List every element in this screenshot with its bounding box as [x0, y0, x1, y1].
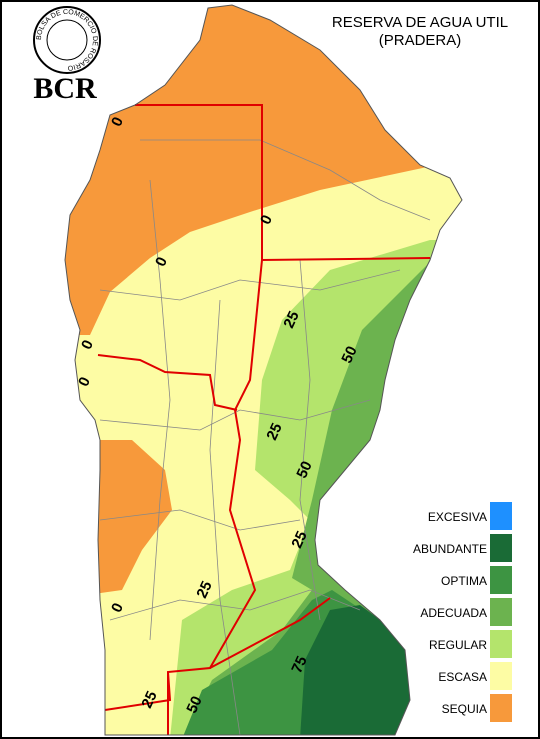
- legend-swatch: [490, 534, 512, 562]
- boundaries: [97, 104, 431, 735]
- legend-label: SEQUIA: [442, 702, 487, 716]
- legend-label: EXCESIVA: [428, 510, 487, 524]
- logo-ring: [33, 6, 101, 74]
- contour-label: 25: [263, 421, 285, 443]
- legend-swatch: [490, 694, 512, 722]
- contour-label: 50: [183, 694, 205, 716]
- legend-label: ABUNDANTE: [413, 542, 487, 556]
- departments: [99, 139, 431, 735]
- contour-label: 25: [288, 529, 310, 551]
- legend-label: OPTIMA: [441, 574, 487, 588]
- contour-label: 25: [280, 309, 302, 331]
- legend-swatch: [490, 502, 512, 530]
- logo: BOLSA DE COMERCIO DE ROSARIO BCR: [33, 6, 101, 105]
- contour-label: 50: [338, 344, 360, 366]
- title: (PRADERA): [379, 32, 462, 49]
- legend-label: ESCASA: [438, 670, 487, 684]
- logo-name: BCR: [33, 72, 97, 105]
- legend-label: ADECUADA: [420, 606, 487, 620]
- contour-label: 50: [293, 459, 315, 481]
- contour-label: 25: [138, 689, 160, 711]
- legend-label: REGULAR: [429, 638, 487, 652]
- zone: [300, 605, 420, 735]
- legend-swatch: [490, 662, 512, 690]
- logo-inner: [46, 19, 88, 61]
- title: RESERVA DE AGUA UTIL: [332, 14, 508, 31]
- contour-label: 25: [193, 579, 215, 601]
- legend: EXCESIVA ABUNDANTE OPTIMA ADECUADA REGULAR ES…: [413, 502, 512, 722]
- province-outline: [64, 4, 463, 736]
- legend-swatch: [490, 630, 512, 658]
- legend-swatch: [490, 598, 512, 626]
- legend-swatch: [490, 566, 512, 594]
- contour-label: 75: [288, 654, 310, 676]
